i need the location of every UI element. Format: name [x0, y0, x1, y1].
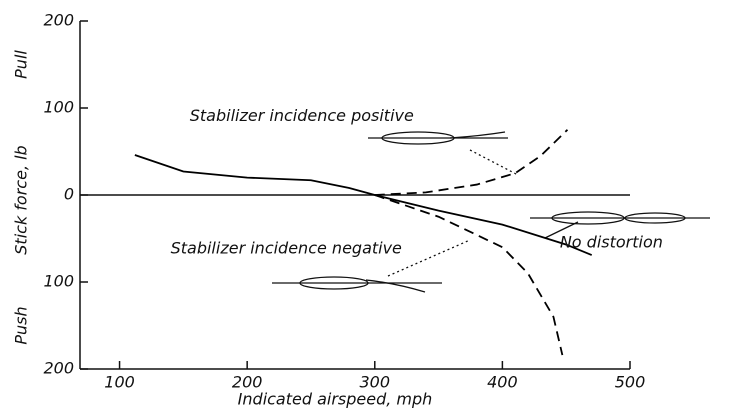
airfoil-sketches: [272, 132, 710, 292]
y-tick-label: 0: [64, 185, 74, 204]
series-line: [375, 130, 568, 195]
y-tick-label: 200: [43, 359, 74, 378]
y-tick-label: 100: [43, 272, 74, 291]
annotation: Stabilizer incidence positive: [190, 106, 414, 125]
y-tick-label: 200: [43, 11, 74, 30]
y-axis-bottom-label: Push: [12, 306, 31, 344]
chart: 2001000100200100200300400500Indicated ai…: [0, 0, 730, 410]
annotation: No distortion: [560, 232, 663, 251]
series-line: [375, 195, 563, 355]
x-axis-label: Indicated airspeed, mph: [238, 390, 433, 409]
y-axis-label: Stick force, lb: [12, 145, 31, 254]
x-tick-label: 500: [615, 373, 646, 392]
x-tick-label: 100: [104, 373, 135, 392]
y-axis-top-label: Pull: [12, 50, 31, 79]
annotation: Stabilizer incidence negative: [171, 238, 402, 257]
y-tick-label: 100: [43, 98, 74, 117]
x-tick-label: 400: [487, 373, 518, 392]
